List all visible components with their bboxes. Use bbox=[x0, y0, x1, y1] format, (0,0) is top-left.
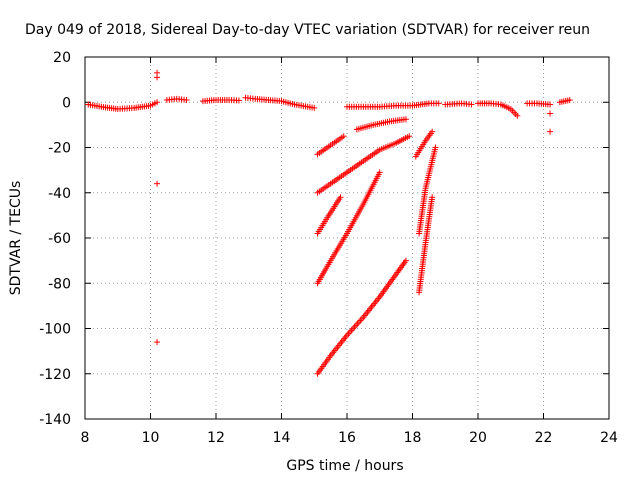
data-point bbox=[547, 101, 554, 108]
data-point bbox=[311, 104, 318, 111]
y-tick-label: -20 bbox=[48, 141, 71, 157]
data-point bbox=[435, 100, 442, 107]
data-point bbox=[340, 133, 347, 140]
data-point bbox=[429, 194, 436, 201]
data-points bbox=[85, 69, 573, 377]
data-point bbox=[566, 96, 573, 103]
data-point bbox=[429, 128, 436, 135]
data-point bbox=[547, 110, 554, 117]
axis-ticks: 8 10 12 14 16 18 20 22 24 -140 -120 -100 -80 -60 -40 -2… bbox=[39, 50, 618, 446]
data-point bbox=[406, 133, 413, 140]
x-tick-label: 8 bbox=[81, 430, 90, 446]
data-point bbox=[402, 116, 409, 123]
x-tick-label: 22 bbox=[535, 430, 553, 446]
x-tick-label: 14 bbox=[273, 430, 291, 446]
y-tick-label: -80 bbox=[48, 276, 71, 292]
data-point bbox=[468, 101, 475, 108]
data-point bbox=[337, 194, 344, 201]
data-point bbox=[154, 339, 161, 346]
data-point bbox=[183, 96, 190, 103]
x-axis-label: GPS time / hours bbox=[286, 458, 403, 474]
data-point bbox=[514, 112, 521, 119]
data-point bbox=[154, 99, 161, 106]
x-tick-label: 12 bbox=[207, 430, 225, 446]
y-tick-label: -100 bbox=[39, 322, 71, 338]
x-tick-label: 24 bbox=[600, 430, 618, 446]
x-tick-label: 18 bbox=[404, 430, 422, 446]
y-tick-label: -60 bbox=[48, 231, 71, 247]
y-tick-label: 20 bbox=[53, 50, 71, 66]
x-tick-label: 10 bbox=[142, 430, 160, 446]
y-tick-label: -140 bbox=[39, 412, 71, 428]
grid-lines bbox=[85, 57, 609, 419]
x-tick-label: 16 bbox=[338, 430, 356, 446]
data-point bbox=[154, 180, 161, 187]
y-axis-label: SDTVAR / TECUs bbox=[8, 181, 24, 296]
y-tick-label: -120 bbox=[39, 367, 71, 383]
data-point bbox=[154, 74, 161, 81]
chart-title: Day 049 of 2018, Sidereal Day-to-day VTE… bbox=[25, 22, 590, 38]
data-point bbox=[432, 144, 439, 151]
data-point bbox=[402, 257, 409, 264]
y-tick-label: -40 bbox=[48, 186, 71, 202]
data-point bbox=[376, 169, 383, 176]
data-point bbox=[235, 97, 242, 104]
y-tick-label: 0 bbox=[62, 95, 71, 111]
data-point bbox=[547, 128, 554, 135]
x-tick-label: 20 bbox=[469, 430, 487, 446]
